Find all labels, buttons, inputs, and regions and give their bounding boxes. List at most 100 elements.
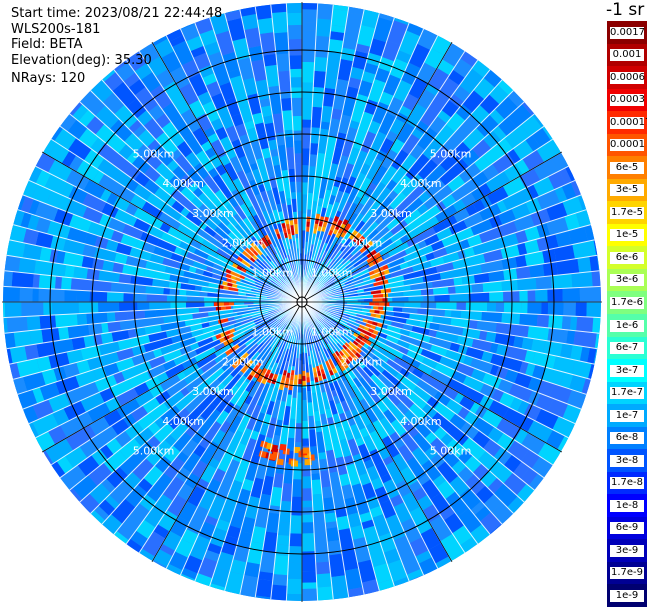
data-cell	[339, 201, 353, 220]
data-cell	[268, 212, 277, 225]
data-cell	[294, 163, 302, 182]
data-cell	[396, 382, 413, 398]
data-cell	[262, 260, 278, 277]
data-cell	[322, 189, 332, 209]
data-cell	[197, 91, 213, 106]
data-cell	[193, 162, 210, 180]
data-cell	[272, 267, 279, 275]
data-cell	[486, 186, 509, 206]
data-cell	[58, 326, 70, 341]
data-cell	[191, 423, 211, 445]
data-cell	[294, 358, 300, 376]
data-cell	[204, 302, 214, 308]
data-cell	[358, 376, 373, 393]
data-cell	[324, 257, 330, 265]
data-cell	[199, 244, 219, 259]
data-cell	[172, 40, 195, 66]
data-cell	[324, 335, 337, 351]
data-cell	[193, 248, 209, 260]
data-cell	[277, 340, 287, 358]
data-cell	[251, 112, 264, 125]
data-cell	[291, 97, 302, 117]
data-cell	[302, 399, 308, 413]
data-cell	[321, 362, 333, 384]
data-cell	[73, 266, 88, 280]
data-cell	[319, 340, 326, 349]
data-cell	[458, 449, 473, 465]
data-cell	[302, 412, 309, 421]
ray-separator	[68, 301, 303, 492]
data-cell	[289, 243, 296, 263]
data-cell	[241, 311, 258, 318]
data-cell	[448, 219, 468, 235]
data-cell	[227, 357, 237, 367]
data-cell	[146, 293, 168, 302]
data-cell	[251, 351, 261, 361]
data-cell	[398, 105, 413, 118]
data-cell	[3, 270, 13, 287]
ray-separator	[301, 12, 381, 303]
data-cell	[448, 127, 468, 148]
ring-feature-cell	[297, 379, 302, 385]
blob-feature-cell	[279, 443, 287, 451]
data-cell	[344, 175, 357, 195]
ray-separator	[27, 301, 303, 425]
data-cell	[170, 302, 187, 309]
data-cell	[197, 557, 218, 579]
data-cell	[140, 441, 155, 456]
data-cell	[328, 38, 344, 53]
data-cell	[13, 330, 32, 348]
data-cell	[220, 319, 237, 329]
data-cell	[203, 41, 221, 57]
data-cell	[98, 213, 112, 228]
data-cell	[242, 217, 257, 234]
ray-separator	[5, 254, 303, 303]
data-cell	[32, 287, 39, 302]
data-cell	[36, 355, 52, 373]
data-cell	[431, 411, 453, 432]
data-cell	[225, 263, 242, 275]
data-cell	[244, 349, 257, 363]
data-cell	[264, 258, 274, 269]
data-cell	[225, 492, 239, 506]
data-cell	[430, 492, 451, 514]
data-cell	[302, 582, 318, 589]
azimuth-spokes	[2, 2, 602, 602]
data-cell	[286, 325, 292, 334]
range-ring-label: 5.00km	[133, 444, 175, 457]
data-cell	[408, 43, 431, 69]
data-cell	[266, 267, 282, 283]
data-cell	[226, 17, 246, 42]
data-cell	[420, 348, 443, 364]
data-cell	[335, 327, 353, 342]
data-cell	[531, 127, 551, 148]
data-cell	[51, 302, 64, 316]
data-cell	[239, 427, 253, 446]
ring-feature-cell	[240, 259, 248, 266]
data-cell	[3, 302, 6, 319]
data-cell	[370, 131, 387, 153]
data-cell	[111, 329, 130, 343]
data-cell	[522, 149, 545, 171]
data-cell	[576, 316, 594, 333]
data-cell	[408, 295, 424, 302]
data-cell	[267, 85, 281, 96]
data-cell	[465, 203, 478, 217]
data-cell	[338, 528, 355, 551]
data-cell	[154, 416, 167, 430]
nrays-label: NRays: 120	[11, 71, 86, 86]
data-cell	[326, 286, 333, 291]
data-cell	[148, 402, 169, 422]
colorbar-level: 0.0001	[607, 133, 647, 157]
colorbar-level: 6e-8	[607, 426, 647, 450]
data-cell	[95, 124, 116, 145]
data-cell	[490, 353, 505, 367]
data-cell	[406, 266, 414, 274]
colorbar-level: 6e-5	[607, 156, 647, 180]
data-cell	[313, 324, 325, 343]
ring-feature-cell	[339, 365, 346, 372]
colorbar-tick-label: 1e-7	[610, 409, 644, 422]
data-cell	[230, 189, 245, 207]
ring-feature-cell	[228, 302, 235, 306]
data-cell	[290, 77, 302, 88]
